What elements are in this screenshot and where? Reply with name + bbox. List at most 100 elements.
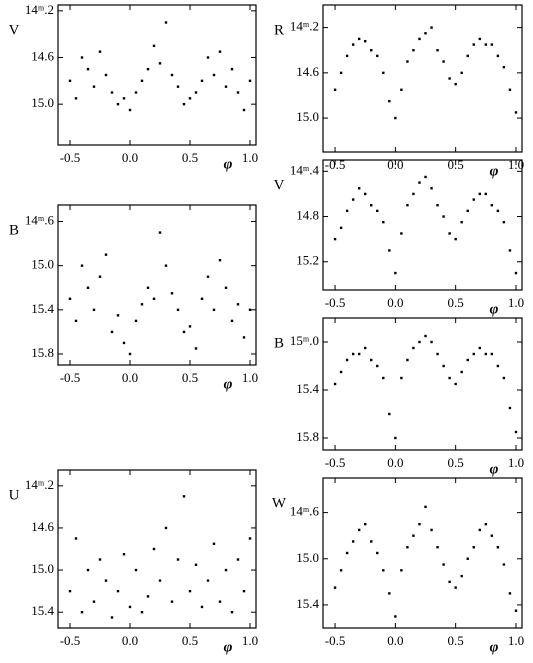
data-point	[230, 319, 234, 323]
data-point	[418, 340, 421, 344]
data-point	[406, 204, 409, 207]
data-point	[345, 358, 349, 362]
data-point	[424, 334, 427, 338]
data-point	[376, 551, 379, 555]
data-point	[98, 275, 102, 278]
data-point	[370, 204, 373, 207]
x-tick-label: 0.5	[182, 633, 198, 648]
data-point	[188, 97, 192, 100]
data-point	[370, 358, 373, 362]
data-point	[351, 352, 355, 356]
data-point	[116, 314, 120, 317]
y-tick-label: 15.4	[31, 301, 54, 316]
data-point	[490, 352, 494, 356]
x-tick-label: 0.0	[122, 370, 138, 385]
data-point	[224, 568, 228, 572]
data-point	[442, 563, 445, 566]
data-point	[146, 286, 150, 289]
data-point	[460, 71, 463, 75]
data-point	[158, 231, 162, 234]
data-point	[466, 209, 469, 213]
data-point	[376, 209, 379, 213]
data-point	[345, 54, 349, 58]
data-point	[200, 297, 204, 300]
data-point	[388, 99, 391, 103]
data-point	[242, 589, 246, 593]
data-point	[212, 308, 216, 312]
data-point	[394, 116, 397, 120]
data-point	[490, 534, 494, 537]
data-point	[388, 592, 391, 595]
data-point	[68, 297, 72, 300]
data-point	[351, 198, 355, 201]
data-point	[236, 558, 240, 561]
data-point	[502, 220, 506, 224]
data-point	[152, 547, 156, 551]
data-point	[496, 364, 500, 368]
data-point	[448, 232, 451, 235]
data-point	[110, 330, 114, 334]
y-tick-label: 14ᵐ.6	[25, 213, 55, 228]
data-point	[98, 558, 102, 561]
plot-frame	[322, 159, 523, 291]
data-point	[128, 352, 132, 356]
x-tick-label: 1.0	[508, 633, 524, 648]
y-tick-label: 15ᵐ.0	[290, 333, 319, 348]
data-point	[424, 32, 427, 35]
data-point	[345, 551, 349, 555]
data-point	[418, 37, 421, 41]
data-point	[182, 495, 186, 498]
data-point	[400, 232, 403, 235]
data-point	[152, 44, 156, 48]
data-point	[86, 67, 90, 71]
data-point	[194, 91, 198, 94]
data-point	[364, 39, 367, 43]
y-tick-label: 15.8	[31, 345, 54, 360]
y-axis-label: R	[274, 22, 284, 38]
plot-frame	[57, 4, 257, 146]
data-point	[412, 534, 415, 537]
data-point	[80, 611, 84, 614]
data-point	[484, 522, 488, 526]
data-point	[92, 308, 96, 312]
data-point	[460, 220, 463, 224]
data-point	[436, 204, 439, 207]
data-point	[436, 49, 439, 52]
data-point	[490, 43, 494, 46]
data-point	[351, 43, 355, 46]
data-point	[400, 569, 403, 572]
data-point	[74, 537, 78, 540]
data-point	[104, 579, 108, 582]
data-point	[418, 181, 421, 184]
data-point	[484, 192, 488, 196]
y-tick-label: 14.6	[296, 64, 319, 79]
data-point	[430, 26, 433, 29]
data-point	[448, 77, 451, 80]
x-axis-label: φ	[224, 639, 233, 655]
data-point	[345, 209, 349, 213]
data-point	[394, 271, 397, 275]
data-point	[394, 615, 397, 618]
x-tick-label: -0.5	[325, 633, 346, 648]
data-point	[472, 198, 475, 201]
y-axis-label: B	[274, 335, 284, 351]
y-tick-label: 15.4	[296, 596, 319, 611]
data-point	[370, 540, 373, 543]
data-point	[514, 609, 518, 612]
data-point	[382, 220, 385, 224]
y-axis-label: B	[9, 222, 19, 238]
plot-frame	[57, 469, 257, 629]
data-point	[122, 341, 126, 345]
data-point	[448, 376, 451, 380]
data-point	[212, 73, 216, 77]
data-point	[86, 286, 90, 289]
data-point	[430, 528, 433, 532]
data-point	[206, 275, 210, 278]
data-point	[80, 56, 84, 59]
plot-frame	[322, 477, 523, 629]
data-point	[412, 346, 415, 350]
data-point	[388, 249, 391, 252]
data-point	[466, 54, 469, 58]
data-point	[206, 56, 210, 59]
